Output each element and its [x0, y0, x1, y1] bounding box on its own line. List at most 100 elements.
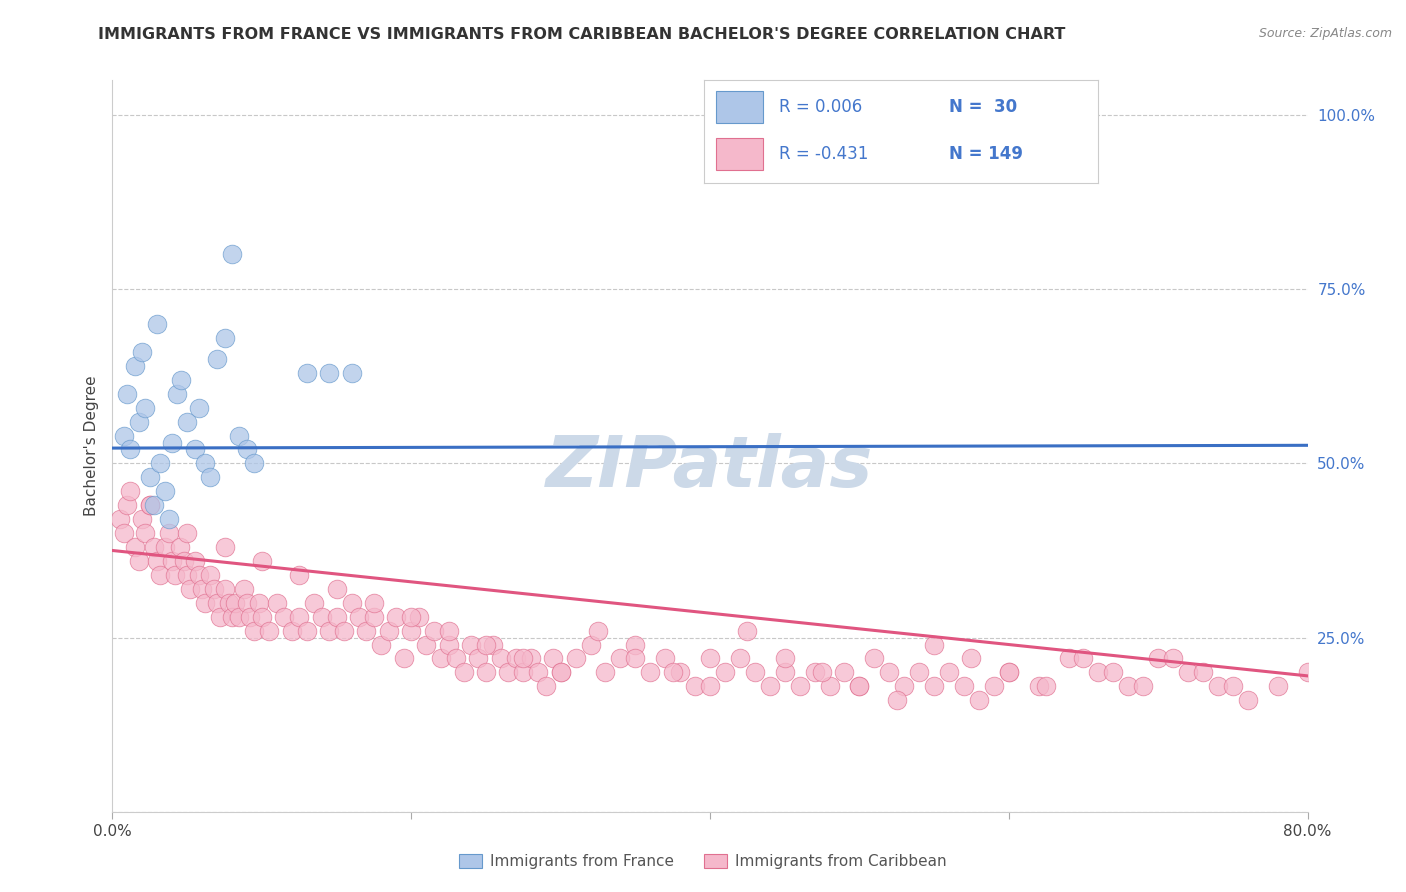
Point: [333, 624, 356, 638]
Text: Source: ZipAtlas.com: Source: ZipAtlas.com: [1258, 27, 1392, 40]
Point: [139, 498, 162, 512]
Point: [550, 665, 572, 680]
Point: [699, 679, 721, 693]
Point: [401, 609, 423, 624]
Point: [114, 526, 135, 541]
Point: [311, 609, 333, 624]
Point: [385, 609, 408, 624]
Point: [218, 596, 240, 610]
Point: [157, 526, 180, 541]
Point: [117, 386, 139, 401]
Point: [233, 582, 256, 596]
Point: [318, 366, 340, 380]
Point: [498, 665, 520, 680]
Point: [134, 526, 156, 541]
Point: [288, 609, 311, 624]
Point: [1267, 679, 1289, 693]
Point: [609, 651, 631, 665]
Point: [243, 457, 266, 471]
Point: [179, 582, 201, 596]
Point: [512, 651, 534, 665]
Point: [224, 596, 246, 610]
Point: [803, 665, 825, 680]
Point: [579, 638, 602, 652]
Point: [228, 609, 250, 624]
Point: [1057, 651, 1080, 665]
Point: [247, 596, 270, 610]
Point: [188, 567, 211, 582]
Point: [250, 554, 273, 568]
Point: [879, 665, 901, 680]
Point: [534, 679, 557, 693]
Point: [1102, 665, 1125, 680]
Point: [863, 651, 886, 665]
Point: [139, 470, 162, 484]
Text: IMMIGRANTS FROM FRANCE VS IMMIGRANTS FROM CARIBBEAN BACHELOR'S DEGREE CORRELATIO: IMMIGRANTS FROM FRANCE VS IMMIGRANTS FRO…: [98, 27, 1066, 42]
Point: [811, 665, 834, 680]
Point: [1132, 679, 1154, 693]
Point: [143, 498, 166, 512]
Point: [699, 651, 721, 665]
Point: [165, 567, 187, 582]
Point: [1206, 679, 1229, 693]
Point: [124, 359, 146, 373]
Point: [564, 651, 586, 665]
Point: [922, 638, 945, 652]
Point: [467, 651, 489, 665]
Point: [114, 428, 135, 442]
Point: [1118, 679, 1140, 693]
Point: [437, 638, 460, 652]
Point: [117, 498, 139, 512]
Point: [363, 609, 385, 624]
Point: [239, 609, 262, 624]
Point: [922, 679, 945, 693]
Point: [834, 665, 856, 680]
Point: [302, 596, 325, 610]
Point: [1177, 665, 1199, 680]
Point: [214, 331, 236, 345]
Point: [162, 554, 183, 568]
Point: [453, 665, 475, 680]
Point: [157, 512, 180, 526]
Point: [166, 386, 188, 401]
Point: [120, 484, 142, 499]
Point: [281, 624, 304, 638]
Point: [773, 665, 796, 680]
Point: [288, 567, 311, 582]
Point: [624, 638, 647, 652]
Point: [1035, 679, 1057, 693]
Point: [408, 609, 430, 624]
Point: [489, 651, 512, 665]
Point: [146, 317, 169, 331]
Point: [550, 665, 572, 680]
Point: [325, 582, 347, 596]
Point: [149, 457, 172, 471]
Point: [848, 679, 870, 693]
Point: [169, 540, 191, 554]
Point: [236, 596, 259, 610]
Point: [527, 665, 550, 680]
Point: [143, 540, 166, 554]
Text: ZIPatlas: ZIPatlas: [547, 434, 873, 502]
Point: [214, 582, 236, 596]
Point: [654, 651, 676, 665]
Point: [818, 679, 841, 693]
Point: [624, 651, 647, 665]
Point: [243, 624, 266, 638]
Point: [236, 442, 259, 457]
Point: [194, 596, 217, 610]
Point: [430, 651, 453, 665]
Point: [1147, 651, 1170, 665]
Point: [415, 638, 437, 652]
Point: [744, 665, 766, 680]
Point: [176, 415, 198, 429]
Point: [998, 665, 1021, 680]
Point: [340, 596, 363, 610]
Legend: Immigrants from France, Immigrants from Caribbean: Immigrants from France, Immigrants from …: [453, 848, 953, 875]
Point: [191, 582, 214, 596]
Point: [214, 540, 236, 554]
Point: [176, 526, 198, 541]
Point: [714, 665, 737, 680]
Point: [595, 665, 617, 680]
Point: [221, 609, 243, 624]
